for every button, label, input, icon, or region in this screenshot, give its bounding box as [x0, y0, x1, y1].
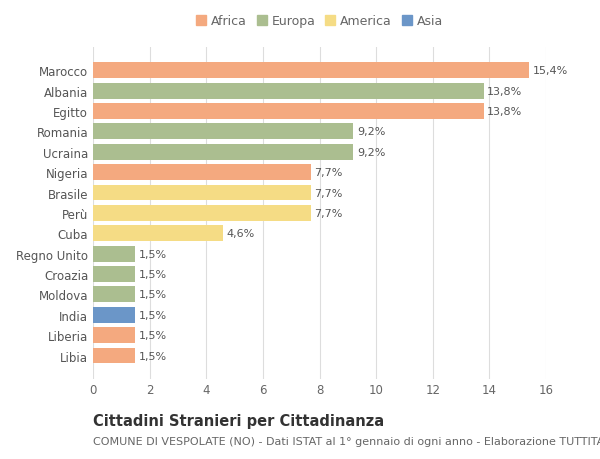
- Text: 9,2%: 9,2%: [357, 127, 385, 137]
- Text: 1,5%: 1,5%: [139, 351, 167, 361]
- Text: 7,7%: 7,7%: [314, 188, 343, 198]
- Bar: [93, 267, 136, 282]
- Bar: [93, 145, 353, 160]
- Bar: [93, 348, 136, 364]
- Text: 15,4%: 15,4%: [532, 66, 568, 76]
- Bar: [93, 124, 353, 140]
- Text: 7,7%: 7,7%: [314, 208, 343, 218]
- Bar: [93, 185, 311, 201]
- Bar: [93, 327, 136, 343]
- Text: Cittadini Stranieri per Cittadinanza: Cittadini Stranieri per Cittadinanza: [93, 413, 384, 428]
- Bar: [93, 226, 223, 242]
- Bar: [93, 287, 136, 302]
- Bar: [93, 165, 311, 181]
- Bar: [93, 307, 136, 323]
- Text: 1,5%: 1,5%: [139, 290, 167, 300]
- Bar: [93, 84, 484, 100]
- Bar: [93, 246, 136, 262]
- Text: 4,6%: 4,6%: [227, 229, 255, 239]
- Text: 1,5%: 1,5%: [139, 249, 167, 259]
- Text: 1,5%: 1,5%: [139, 330, 167, 341]
- Text: 13,8%: 13,8%: [487, 107, 523, 117]
- Bar: [93, 63, 529, 79]
- Text: 1,5%: 1,5%: [139, 269, 167, 280]
- Legend: Africa, Europa, America, Asia: Africa, Europa, America, Asia: [192, 11, 447, 32]
- Bar: [93, 206, 311, 221]
- Text: 7,7%: 7,7%: [314, 168, 343, 178]
- Text: 1,5%: 1,5%: [139, 310, 167, 320]
- Bar: [93, 104, 484, 120]
- Text: 9,2%: 9,2%: [357, 147, 385, 157]
- Text: COMUNE DI VESPOLATE (NO) - Dati ISTAT al 1° gennaio di ogni anno - Elaborazione : COMUNE DI VESPOLATE (NO) - Dati ISTAT al…: [93, 436, 600, 446]
- Text: 13,8%: 13,8%: [487, 86, 523, 96]
